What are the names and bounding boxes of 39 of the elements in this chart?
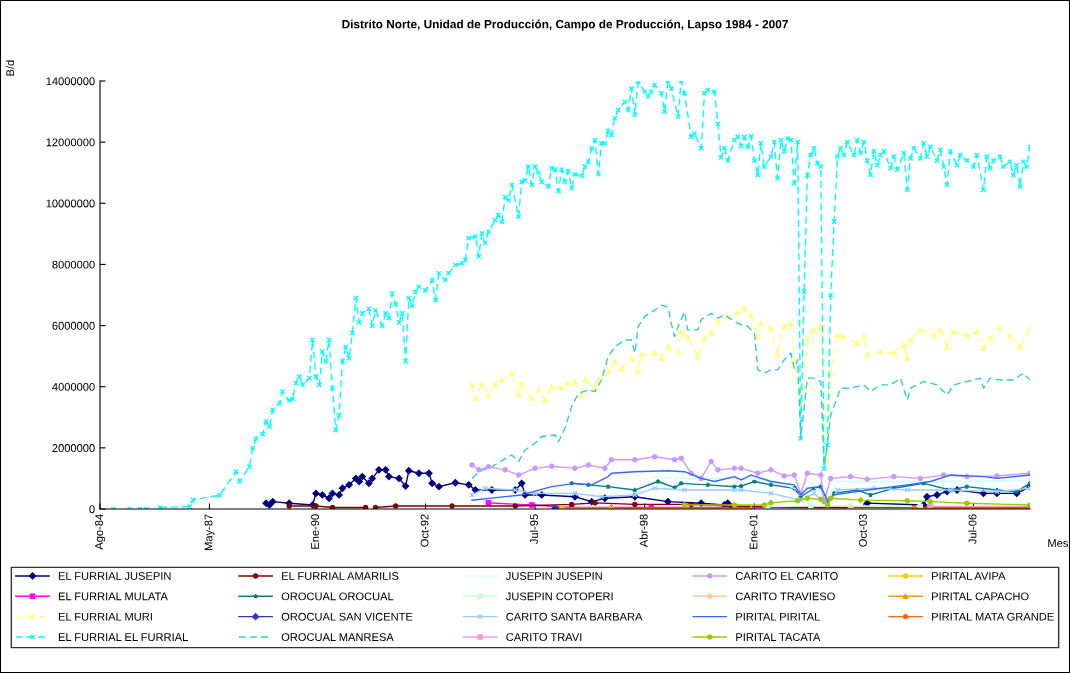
legend-label: CARITO EL CARITO — [735, 572, 838, 580]
legend-label: PIRITAL PIRITAL — [736, 612, 820, 621]
y-axis-title: B/d — [5, 60, 15, 76]
y-tick-label: 14000000 — [46, 77, 95, 86]
y-tick-label: 0 — [89, 505, 95, 514]
y-tick-label: 10000000 — [46, 199, 95, 208]
legend-label: CARITO TRAVI — [506, 633, 582, 642]
legend-label: EL FURRIAL EL FURRIAL — [58, 633, 188, 642]
y-tick-label: 8000000 — [52, 260, 95, 269]
legend-label: CARITO TRAVIESO — [735, 592, 835, 601]
x-tick-label: Jul-95 — [529, 514, 538, 544]
x-tick-label: Oct-03 — [859, 514, 867, 547]
x-axis-title: Mes — [1048, 539, 1068, 548]
x-tick-label: May-87 — [204, 514, 215, 550]
legend-label: EL FURRIAL MULATA — [58, 592, 168, 601]
x-tick-label: Ago-84 — [95, 514, 106, 550]
x-tick-label: Jul-06 — [968, 514, 977, 544]
legend-label: PIRITAL AVIPA — [932, 572, 1006, 580]
legend-label: EL FURRIAL JUSEPIN — [58, 572, 171, 580]
y-tick-label: 12000000 — [46, 138, 95, 147]
x-tick-label: Abr-98 — [639, 514, 648, 548]
legend-label: PIRITAL TACATA — [736, 633, 821, 642]
y-tick-label: 2000000 — [52, 444, 95, 452]
legend-label: PIRITAL CAPACHO — [932, 592, 1029, 601]
legend-label: JUSEPIN COTOPERI — [505, 592, 613, 601]
legend-label: CARITO SANTA BARBARA — [506, 612, 643, 621]
y-tick-label: 4000000 — [52, 382, 95, 391]
legend-label: JUSEPIN JUSEPIN — [505, 572, 602, 580]
legend-label: OROCUAL SAN VICENTE — [281, 612, 413, 621]
legend-label: OROCUAL OROCUAL — [281, 592, 394, 601]
x-tick-label: Ene-01 — [749, 514, 758, 549]
legend-label: EL FURRIAL MURI — [58, 612, 152, 621]
x-tick-label: Oct-92 — [420, 514, 429, 547]
y-tick-label: 6000000 — [52, 321, 95, 330]
legend-label: PIRITAL MATA GRANDE — [932, 612, 1054, 621]
x-tick-label: Ene-90 — [311, 514, 319, 549]
legend-label: EL FURRIAL AMARILIS — [282, 572, 399, 580]
chart-title: Distrito Norte, Unidad de Producción, Campo de Producción, Lapso 1984 - 2007 — [342, 19, 788, 31]
legend-label: OROCUAL MANRESA — [281, 633, 394, 642]
